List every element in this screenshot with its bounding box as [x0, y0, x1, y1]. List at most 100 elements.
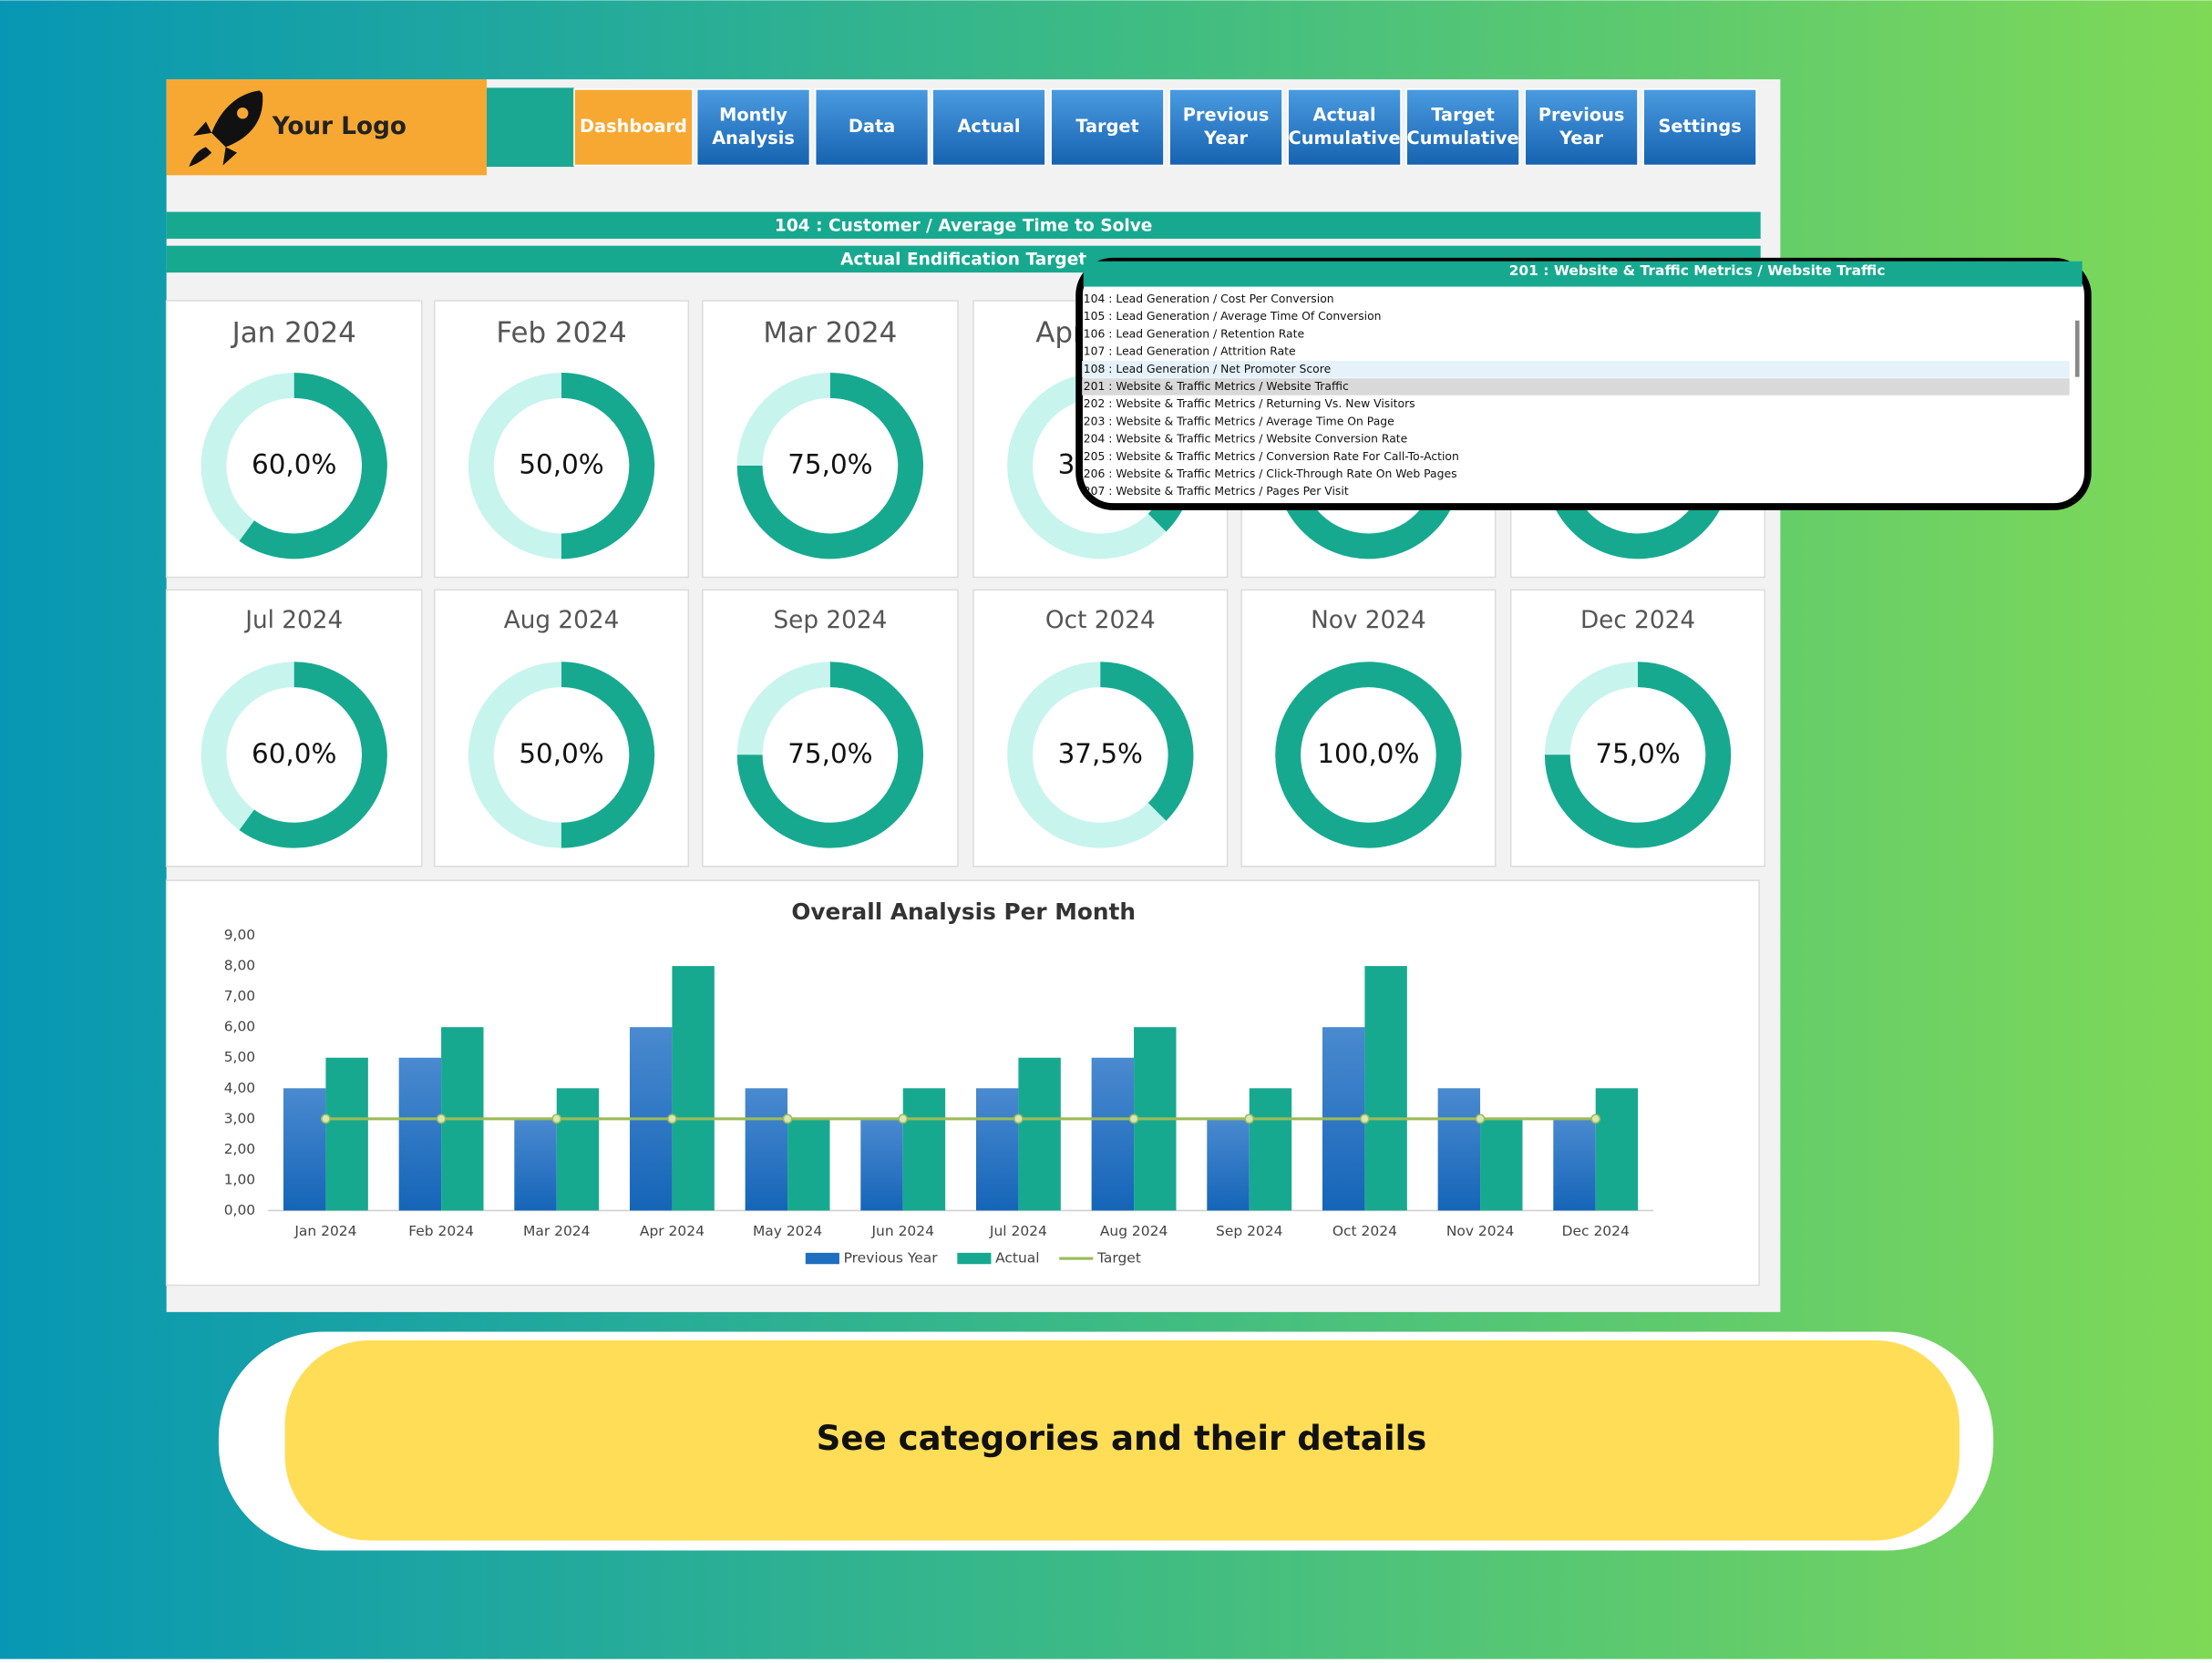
x-tick-label: May 2024: [753, 1223, 822, 1239]
dropdown-item[interactable]: 206 : Website & Traffic Metrics / Click-…: [1084, 467, 1457, 480]
nav-label: Settings: [1659, 116, 1742, 137]
donut-value: 75,0%: [787, 449, 872, 480]
nav-button[interactable]: [573, 88, 694, 167]
donut-value: 100,0%: [1317, 738, 1419, 769]
y-tick-label: 6,00: [224, 1019, 255, 1035]
nav-label: Target: [1075, 116, 1138, 137]
y-tick-label: 9,00: [224, 927, 255, 943]
bar: [1437, 1088, 1481, 1211]
nav-button[interactable]: [1642, 88, 1757, 167]
nav-label: Year: [1203, 128, 1248, 149]
bar: [902, 1088, 946, 1211]
nav-button[interactable]: [1405, 88, 1520, 167]
x-tick-label: Mar 2024: [523, 1223, 590, 1239]
nav-label: Cumulative: [1407, 128, 1519, 149]
donut-arc: [736, 662, 924, 848]
bar: [672, 966, 715, 1211]
dropdown-header: [1083, 261, 2083, 287]
nav-label: Target: [1431, 104, 1494, 125]
donut-value: 60,0%: [252, 738, 336, 769]
x-tick-label: Dec 2024: [1562, 1223, 1630, 1239]
nav-strip: [487, 87, 574, 168]
bar: [1364, 966, 1407, 1211]
dropdown-item[interactable]: 203 : Website & Traffic Metrics / Averag…: [1084, 415, 1394, 427]
bar: [325, 1057, 368, 1211]
donut-value: 60,0%: [252, 449, 336, 480]
caption-box: [284, 1340, 1960, 1541]
target-marker: [666, 1114, 677, 1124]
y-tick-label: 3,00: [224, 1110, 255, 1126]
nav-label: Analysis: [712, 128, 795, 149]
bar: [1480, 1118, 1523, 1211]
caption-text: See categories and their details: [817, 1419, 1427, 1458]
bar: [556, 1088, 600, 1211]
donut-value: 75,0%: [787, 738, 872, 769]
nav-label: Previous: [1183, 104, 1270, 125]
nav-label: Cumulative: [1289, 128, 1401, 149]
nav-label: Dashboard: [580, 116, 687, 137]
bar: [1018, 1057, 1061, 1211]
row-hover: [1082, 361, 2070, 378]
bar: [1553, 1118, 1596, 1211]
donut-arc: [1007, 662, 1194, 848]
donut-arc: [736, 373, 924, 559]
dropdown-item[interactable]: 201 : Website & Traffic Metrics / Websit…: [1084, 380, 1349, 393]
dropdown-item[interactable]: 207 : Website & Traffic Metrics / Pages …: [1084, 485, 1349, 498]
x-tick-label: Jul 2024: [989, 1223, 1047, 1239]
scrollbar: [2074, 320, 2080, 377]
nav-label: Year: [1559, 128, 1603, 149]
nav-button[interactable]: [1050, 88, 1165, 167]
rocket-icon: [189, 90, 263, 168]
nav-label: Previous: [1538, 104, 1625, 125]
x-tick-label: Feb 2024: [408, 1223, 474, 1239]
target-marker: [1013, 1114, 1024, 1124]
dropdown-item[interactable]: 204 : Website & Traffic Metrics / Websit…: [1084, 433, 1408, 446]
row-selected[interactable]: [1082, 378, 2070, 395]
y-tick-label: 2,00: [224, 1141, 255, 1157]
donut-title: Jul 2024: [243, 607, 343, 634]
donut-title: Feb 2024: [496, 317, 626, 350]
bar: [514, 1118, 557, 1211]
nav-button[interactable]: [1168, 88, 1283, 167]
y-tick-label: 8,00: [224, 958, 255, 974]
donut-arc: [201, 662, 387, 848]
donut-title: Oct 2024: [1045, 607, 1156, 634]
nav-button[interactable]: [1287, 88, 1402, 167]
bar: [975, 1088, 1019, 1211]
target-marker: [1128, 1114, 1139, 1124]
nav-label: Montly: [719, 104, 787, 125]
legend-swatch: [805, 1252, 839, 1265]
target-marker: [898, 1114, 909, 1124]
bar: [1091, 1057, 1135, 1211]
header-title: 104 : Customer / Average Time to Solve: [775, 217, 1153, 236]
x-tick-label: Apr 2024: [640, 1223, 705, 1239]
bar: [398, 1057, 442, 1211]
nav-button[interactable]: [814, 88, 930, 167]
dropdown-item[interactable]: 106 : Lead Generation / Retention Rate: [1084, 327, 1304, 340]
target-marker: [551, 1114, 562, 1124]
dropdown-item[interactable]: 104 : Lead Generation / Cost Per Convers…: [1084, 293, 1334, 305]
logo-text: Your Logo: [272, 113, 406, 140]
nav-label: Actual: [957, 116, 1020, 137]
bar: [1249, 1088, 1292, 1211]
target-marker: [1475, 1114, 1486, 1124]
dropdown-item[interactable]: 205 : Website & Traffic Metrics / Conver…: [1084, 450, 1459, 463]
nav-button[interactable]: [931, 88, 1046, 167]
y-tick-label: 1,00: [224, 1171, 255, 1187]
donut-title: Sep 2024: [773, 607, 887, 634]
x-tick-label: Jan 2024: [293, 1223, 356, 1239]
dropdown-item[interactable]: 105 : Lead Generation / Average Time Of …: [1084, 310, 1382, 323]
donut-value: 50,0%: [519, 738, 603, 769]
donut-title: Mar 2024: [763, 317, 897, 350]
x-tick-label: Oct 2024: [1332, 1223, 1397, 1239]
nav-button[interactable]: [695, 88, 811, 167]
donut-arc: [468, 373, 655, 559]
dropdown-item[interactable]: 107 : Lead Generation / Attrition Rate: [1084, 345, 1296, 358]
donut-arc: [1275, 662, 1462, 848]
nav-button[interactable]: [1524, 88, 1639, 167]
dropdown-item[interactable]: 202 : Website & Traffic Metrics / Return…: [1084, 397, 1415, 410]
legend-label: Actual: [995, 1250, 1039, 1267]
dropdown-item[interactable]: 108 : Lead Generation / Net Promoter Sco…: [1084, 363, 1331, 375]
